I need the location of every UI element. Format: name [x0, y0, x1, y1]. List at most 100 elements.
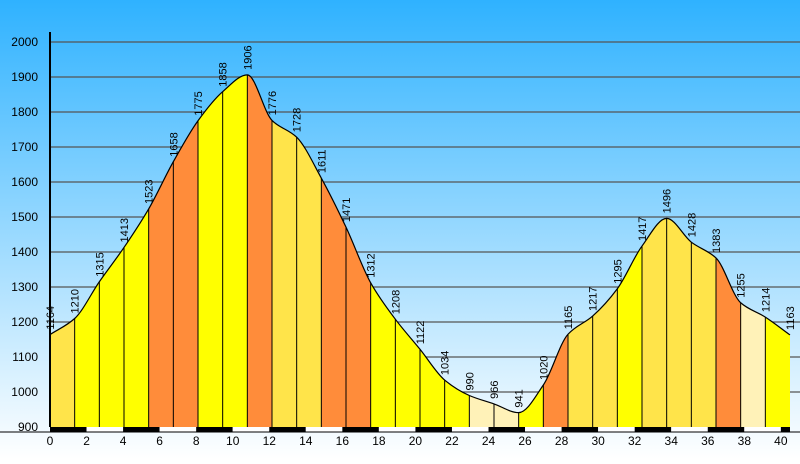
elevation-point-label: 1034	[440, 351, 452, 375]
elevation-point-label: 1383	[711, 228, 723, 252]
elevation-segment	[642, 218, 667, 427]
x-tick-label: 16	[336, 434, 350, 448]
x-tick-label: 20	[409, 434, 423, 448]
y-tick-label: 1600	[11, 175, 38, 189]
elevation-segment	[469, 395, 494, 427]
elevation-segment	[247, 74, 272, 428]
x-axis-band-segment	[269, 427, 306, 432]
elevation-segment	[321, 178, 346, 427]
elevation-segment	[74, 281, 100, 427]
elevation-point-label: 966	[489, 381, 501, 399]
x-tick-label: 28	[555, 434, 569, 448]
x-tick-label: 12	[263, 434, 277, 448]
x-axis-band-segment	[634, 427, 672, 432]
x-axis-band-segment	[707, 427, 745, 432]
elevation-segment	[765, 317, 790, 427]
elevation-outline	[49, 74, 791, 414]
elevation-point-label: 1775	[193, 91, 205, 115]
elevation-segment	[494, 403, 519, 427]
x-axis-band-segment	[780, 427, 790, 432]
x-tick-label: 6	[156, 434, 163, 448]
elevation-segment	[346, 227, 371, 427]
elevation-segment	[543, 334, 568, 427]
elevation-point-label: 1471	[341, 198, 353, 222]
x-axis-band-segment	[488, 427, 526, 432]
x-tick-label: 24	[482, 434, 496, 448]
elevation-segment	[568, 316, 593, 427]
elevation-point-label: 1214	[760, 288, 772, 312]
x-axis-band-segment	[451, 427, 489, 432]
elevation-segment	[518, 385, 544, 427]
elevation-segment	[222, 74, 248, 428]
x-axis-band-segment	[744, 427, 781, 432]
x-axis-band-segment	[305, 427, 343, 432]
elevation-point-label: 1020	[538, 356, 550, 380]
y-tick-label: 2000	[11, 35, 38, 49]
elevation-point-label: 1728	[292, 108, 304, 132]
elevation-point-label: 1496	[662, 189, 674, 213]
elevation-point-label: 1315	[94, 252, 106, 276]
x-tick-label: 14	[299, 434, 313, 448]
elevation-point-label: 1295	[612, 259, 624, 283]
x-axis-band-segment	[342, 427, 379, 432]
y-tick-label: 1800	[11, 105, 38, 119]
elevation-point-label: 1776	[267, 91, 279, 115]
x-tick-label: 32	[628, 434, 642, 448]
x-tick-label: 10	[226, 434, 240, 448]
elevation-point-label: 1208	[390, 290, 402, 314]
x-tick-label: 18	[372, 434, 386, 448]
elevation-segments	[50, 74, 790, 428]
elevation-segment	[148, 161, 174, 427]
elevation-segment	[395, 319, 420, 427]
x-axis-band-segment	[415, 427, 452, 432]
elevation-point-label: 1210	[70, 289, 82, 313]
y-tick-label: 1400	[11, 245, 38, 259]
x-axis-band-segment	[196, 427, 233, 432]
elevation-point-label: 1163	[785, 306, 797, 330]
y-tick-label: 1000	[11, 385, 38, 399]
elevation-point-label: 1611	[316, 149, 328, 173]
x-axis-band-segment	[123, 427, 160, 432]
y-tick-label: 1700	[11, 140, 38, 154]
y-tick-label: 1200	[11, 315, 38, 329]
x-tick-label: 2	[83, 434, 90, 448]
elevation-segment	[666, 218, 692, 427]
y-tick-label: 1900	[11, 70, 38, 84]
elevation-point-label: 1122	[415, 321, 427, 345]
x-axis-band-segment	[50, 427, 87, 432]
x-tick-label: 30	[591, 434, 605, 448]
elevation-segment	[444, 380, 470, 427]
x-axis-tick-labels: 0 2 4 6 8 10 12 14 16 18 20 22 24 26 28 30 32 34 36 38 40	[47, 434, 788, 448]
x-axis-band-segment	[232, 427, 270, 432]
elevation-segment	[370, 282, 396, 427]
elevation-point-label: 941	[514, 389, 526, 407]
y-tick-label: 1500	[11, 210, 38, 224]
elevation-segment	[296, 137, 322, 427]
x-axis-band-segment	[159, 427, 197, 432]
elevation-point-label: 1417	[637, 217, 649, 241]
x-axis-band-segment	[561, 427, 599, 432]
elevation-segment	[124, 208, 149, 427]
elevation-segment	[272, 120, 297, 428]
elevation-point-label: 1255	[736, 273, 748, 297]
x-tick-label: 36	[701, 434, 715, 448]
elevation-segment	[99, 247, 124, 427]
elevation-point-label: 1658	[168, 132, 180, 156]
x-tick-label: 4	[120, 434, 127, 448]
elevation-segment	[50, 318, 75, 427]
elevation-segment	[173, 120, 198, 427]
x-axis-band-segment	[671, 427, 708, 432]
elevation-segment	[420, 349, 445, 427]
y-tick-label: 900	[18, 420, 38, 434]
elevation-point-label: 1428	[686, 213, 698, 237]
elevation-point-label: 1906	[242, 45, 254, 69]
x-axis-band-segment	[525, 427, 562, 432]
elevation-point-label: 990	[464, 372, 476, 390]
x-tick-label: 40	[774, 434, 788, 448]
y-tick-label: 1300	[11, 280, 38, 294]
elevation-segment	[198, 91, 223, 427]
y-axis-tick-labels: 900 1000 1100 1200 1300 1400 1500 1600 1700 1800 1…	[11, 35, 38, 434]
elevation-point-label: 1858	[218, 62, 230, 86]
